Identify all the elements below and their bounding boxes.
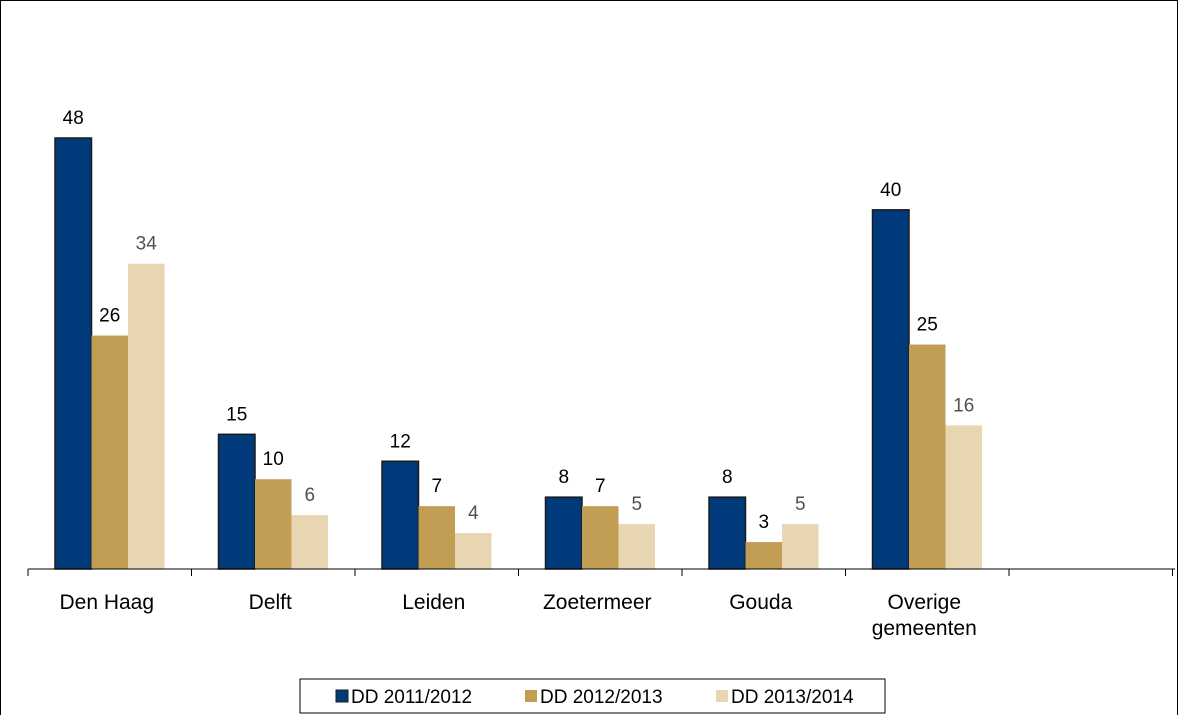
data-label: 7 <box>595 476 606 497</box>
bar-gouda-series-2 <box>745 542 782 569</box>
data-label: 12 <box>390 431 411 452</box>
legend-label: DD 2013/2014 <box>731 687 854 708</box>
bar-overige-gemeenten-series-1 <box>871 209 910 570</box>
bar-den-haag-series-3 <box>128 263 165 569</box>
data-label: 8 <box>558 467 569 488</box>
x-tick-label: Delft <box>249 591 292 614</box>
x-tick-label: Overige gemeenten <box>872 591 977 640</box>
legend: DD 2011/2012 DD 2012/2013 DD 2013/2014 <box>299 678 886 714</box>
data-label: 8 <box>722 467 733 488</box>
data-label: 16 <box>953 395 974 416</box>
data-label: 25 <box>917 315 938 336</box>
bar-leiden-series-1 <box>381 460 420 570</box>
bar-overige-gemeenten-series-3 <box>945 425 982 569</box>
x-tick-label: Gouda <box>729 591 792 614</box>
legend-swatch <box>525 690 537 702</box>
bar-zoetermeer-series-3 <box>618 524 655 569</box>
legend-box <box>299 678 886 714</box>
bar-leiden-series-3 <box>455 533 492 569</box>
data-label: 6 <box>304 485 315 506</box>
legend-swatch <box>335 689 349 703</box>
data-label: 10 <box>263 449 284 470</box>
x-axis: Den Haag Delft Leiden Zoetermeer Gouda Overig… <box>27 568 1175 640</box>
x-tick-label: Leiden <box>402 591 465 614</box>
bar-delft-series-3 <box>291 515 328 569</box>
data-label: 5 <box>795 494 806 515</box>
data-label: 5 <box>631 494 642 515</box>
legend-label: DD 2011/2012 <box>351 687 472 708</box>
data-label: 7 <box>431 476 442 497</box>
legend-label: DD 2012/2013 <box>540 687 663 708</box>
bar-zoetermeer-series-1 <box>544 496 583 570</box>
data-label: 15 <box>226 404 247 425</box>
x-tick-label: Zoetermeer <box>543 591 652 614</box>
bar-leiden-series-2 <box>418 506 455 569</box>
x-tick-label: Den Haag <box>59 591 154 614</box>
bar-delft-series-2 <box>255 479 292 569</box>
bar-zoetermeer-series-2 <box>582 506 619 569</box>
bar-delft-series-1 <box>217 433 256 570</box>
bar-den-haag-series-1 <box>54 137 93 570</box>
bar-den-haag-series-2 <box>91 335 128 569</box>
data-label: 4 <box>468 503 479 524</box>
bars-layer <box>54 137 982 570</box>
data-label: 26 <box>99 306 120 327</box>
bar-overige-gemeenten-series-2 <box>909 344 946 569</box>
bar-gouda-series-3 <box>782 524 819 569</box>
data-label: 34 <box>136 234 158 255</box>
data-label: 40 <box>880 180 901 201</box>
data-label: 3 <box>758 512 769 533</box>
legend-swatch <box>716 690 728 702</box>
data-label: 48 <box>63 108 84 129</box>
bar-gouda-series-1 <box>708 496 747 570</box>
